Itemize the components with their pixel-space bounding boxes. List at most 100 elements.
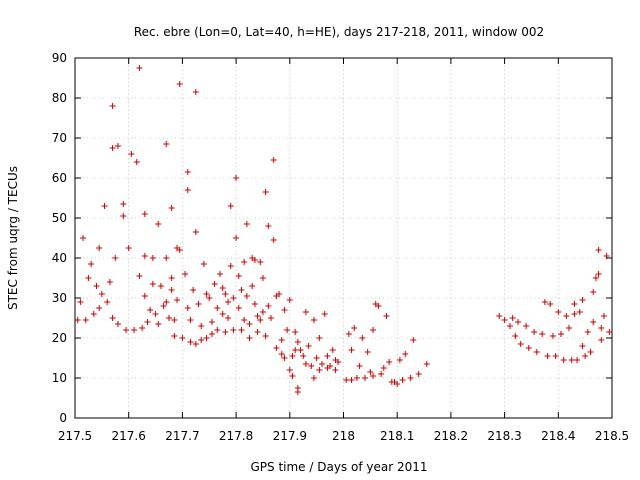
data-point: [139, 325, 146, 331]
data-point: [157, 283, 164, 289]
data-point: [171, 317, 178, 323]
y-tick-label: 70: [52, 131, 67, 145]
data-point: [98, 291, 105, 297]
data-point: [321, 311, 328, 317]
data-point: [571, 311, 578, 317]
data-point: [206, 295, 213, 301]
data-point: [574, 357, 581, 363]
data-point: [582, 353, 589, 359]
data-point: [88, 261, 95, 267]
data-point: [243, 293, 250, 299]
data-point: [292, 329, 299, 335]
data-point: [241, 317, 248, 323]
chart-title: Rec. ebre (Lon=0, Lat=40, h=HE), days 21…: [134, 25, 544, 39]
data-point: [297, 347, 304, 353]
data-point: [313, 355, 320, 361]
data-point: [348, 347, 355, 353]
data-point: [93, 283, 100, 289]
data-point: [187, 317, 194, 323]
data-point: [598, 325, 605, 331]
data-point: [109, 145, 116, 151]
data-points: [74, 65, 613, 395]
data-point: [109, 315, 116, 321]
data-point: [114, 143, 121, 149]
data-point: [149, 255, 156, 261]
axis-ticks: [74, 57, 613, 419]
data-point: [133, 159, 140, 165]
data-point: [375, 303, 382, 309]
data-point: [506, 323, 513, 329]
y-tick-label: 80: [52, 91, 67, 105]
data-point: [286, 297, 293, 303]
data-point: [305, 343, 312, 349]
data-point: [595, 247, 602, 253]
data-point: [249, 283, 256, 289]
data-point: [174, 297, 181, 303]
data-point: [370, 373, 377, 379]
data-point: [120, 201, 127, 207]
data-point: [227, 263, 234, 269]
data-point: [136, 273, 143, 279]
data-point: [370, 327, 377, 333]
data-point: [544, 353, 551, 359]
data-point: [595, 271, 602, 277]
data-point: [219, 311, 226, 317]
data-point: [265, 303, 272, 309]
data-point: [552, 353, 559, 359]
data-point: [324, 353, 331, 359]
data-point: [222, 329, 229, 335]
data-point: [238, 327, 245, 333]
data-point: [399, 377, 406, 383]
data-point: [257, 259, 264, 265]
data-point: [286, 367, 293, 373]
data-point: [152, 311, 159, 317]
data-point: [394, 381, 401, 387]
data-point: [155, 221, 162, 227]
data-point: [238, 287, 245, 293]
data-point: [216, 271, 223, 277]
data-point: [125, 245, 132, 251]
data-point: [163, 141, 170, 147]
data-point: [361, 375, 368, 381]
data-point: [587, 349, 594, 355]
data-point: [351, 325, 358, 331]
data-point: [246, 321, 253, 327]
data-point: [496, 313, 503, 319]
data-point: [278, 337, 285, 343]
data-point: [120, 213, 127, 219]
data-point: [606, 329, 613, 335]
data-point: [131, 327, 138, 333]
x-tick-labels: 217.5 217.6 217.7 217.8 217.9 218 218.1 218.2 21…: [58, 429, 629, 443]
data-point: [517, 341, 524, 347]
data-point: [568, 357, 575, 363]
data-point: [262, 333, 269, 339]
data-point: [560, 357, 567, 363]
data-point: [254, 313, 261, 319]
data-point: [598, 337, 605, 343]
y-tick-label: 10: [52, 371, 67, 385]
data-point: [270, 237, 277, 243]
data-point: [251, 257, 258, 263]
x-tick-label: 218.5: [595, 429, 629, 443]
data-point: [230, 327, 237, 333]
data-point: [163, 255, 170, 261]
data-point: [402, 351, 409, 357]
data-point: [243, 221, 250, 227]
x-tick-label: 218: [332, 429, 355, 443]
data-point: [112, 255, 119, 261]
data-point: [235, 273, 242, 279]
data-point: [225, 299, 232, 305]
data-point: [259, 275, 266, 281]
data-point: [579, 343, 586, 349]
data-point: [310, 317, 317, 323]
data-point: [85, 275, 92, 281]
data-point: [278, 351, 285, 357]
data-point: [251, 301, 258, 307]
data-point: [96, 245, 103, 251]
data-point: [147, 307, 154, 313]
data-point: [208, 319, 215, 325]
data-point: [192, 229, 199, 235]
data-point: [101, 203, 108, 209]
data-point: [600, 313, 607, 319]
data-point: [168, 287, 175, 293]
